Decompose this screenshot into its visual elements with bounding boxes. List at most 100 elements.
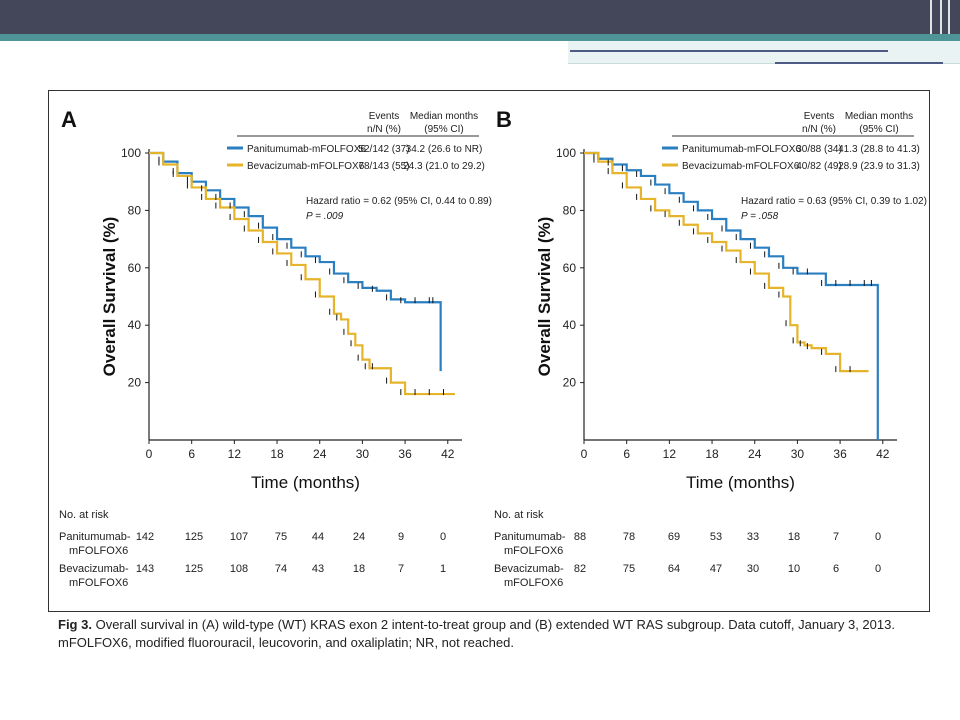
x-tick-label: 24 (748, 447, 762, 461)
x-tick-label: 42 (876, 447, 890, 461)
legend-median-value: 24.3 (21.0 to 29.2) (403, 161, 485, 172)
risk-count: 6 (833, 563, 839, 575)
risk-count: 53 (710, 531, 722, 543)
risk-count: 1 (440, 563, 446, 575)
x-tick-label: 24 (313, 447, 327, 461)
x-tick-label: 18 (270, 447, 284, 461)
risk-table-title: No. at risk (59, 509, 109, 521)
risk-count: 125 (185, 531, 203, 543)
y-tick-label: 80 (563, 203, 577, 217)
panitumumab-survival-curve (584, 151, 879, 440)
y-tick-label: 100 (556, 146, 576, 160)
caption-text: Overall survival in (A) wild-type (WT) K… (58, 617, 895, 650)
risk-row-label: Bevacizumab- (59, 563, 129, 575)
legend-events-value: 52/142 (37) (358, 144, 409, 155)
risk-row-label: Panitumumab- (494, 531, 566, 543)
risk-row-label: mFOLFOX6 (69, 577, 128, 589)
x-tick-label: 0 (146, 447, 153, 461)
decorative-line (775, 62, 943, 64)
risk-count: 75 (275, 531, 287, 543)
risk-row-label: mFOLFOX6 (504, 545, 563, 557)
legend-series-name: Panitumumab-mFOLFOX6 (682, 144, 801, 155)
figure-caption: Fig 3. Overall survival in (A) wild-type… (58, 616, 928, 652)
risk-count: 24 (353, 531, 365, 543)
risk-row-label: Panitumumab- (59, 531, 131, 543)
risk-count: 64 (668, 563, 680, 575)
x-axis-title: Time (months) (251, 473, 360, 492)
risk-count: 74 (275, 563, 287, 575)
legend-median-subheader: (95% CI) (424, 124, 463, 135)
risk-count: 9 (398, 531, 404, 543)
legend-median-subheader: (95% CI) (859, 124, 898, 135)
decorative-stripe (940, 0, 942, 64)
risk-count: 78 (623, 531, 635, 543)
accent-band (0, 34, 960, 41)
risk-count: 143 (136, 563, 154, 575)
legend-median-value: 41.3 (28.8 to 41.3) (838, 144, 920, 155)
y-tick-label: 60 (563, 261, 577, 275)
x-tick-label: 0 (581, 447, 588, 461)
x-tick-label: 6 (623, 447, 630, 461)
y-tick-label: 100 (121, 146, 141, 160)
legend-events-header: Events (369, 111, 400, 122)
risk-count: 18 (353, 563, 365, 575)
x-tick-label: 30 (356, 447, 370, 461)
risk-count: 82 (574, 563, 586, 575)
x-tick-label: 42 (441, 447, 455, 461)
risk-row-label: Bevacizumab- (494, 563, 564, 575)
y-tick-label: 40 (563, 318, 577, 332)
caption-fig-label: Fig 3. (58, 617, 92, 632)
legend-events-value: 40/82 (49) (796, 161, 842, 172)
accent-strip (568, 41, 960, 64)
p-value-text: P = .009 (306, 211, 344, 222)
risk-count: 0 (875, 563, 881, 575)
figure-frame: A 20 40 60 80 100 0 6 12 18 24 30 36 42 Time (months) O… (48, 90, 930, 612)
risk-count: 43 (312, 563, 324, 575)
bevacizumab-survival-curve (149, 151, 455, 396)
y-tick-label: 80 (128, 203, 142, 217)
risk-count: 44 (312, 531, 324, 543)
y-axis-title: Overall Survival (%) (535, 217, 554, 377)
risk-count: 125 (185, 563, 203, 575)
y-tick-label: 20 (563, 376, 577, 390)
x-tick-label: 6 (188, 447, 195, 461)
hazard-ratio-text: Hazard ratio = 0.62 (95% CI, 0.44 to 0.8… (306, 196, 492, 207)
risk-count: 107 (230, 531, 248, 543)
panel-letter: B (496, 107, 512, 132)
decorative-stripe (948, 0, 950, 64)
p-value-text: P = .058 (741, 211, 779, 222)
x-tick-label: 36 (398, 447, 412, 461)
risk-count: 33 (747, 531, 759, 543)
decorative-stripe (930, 0, 932, 64)
x-tick-label: 30 (791, 447, 805, 461)
risk-row-label: mFOLFOX6 (504, 577, 563, 589)
risk-count: 69 (668, 531, 680, 543)
legend-events-value: 78/143 (55) (358, 161, 409, 172)
y-tick-label: 20 (128, 376, 142, 390)
legend-series-name: Bevacizumab-mFOLFOX6 (247, 161, 365, 172)
hazard-ratio-text: Hazard ratio = 0.63 (95% CI, 0.39 to 1.0… (741, 196, 927, 207)
legend-events-header: Events (804, 111, 835, 122)
legend-events-subheader: n/N (%) (367, 124, 401, 135)
risk-count: 18 (788, 531, 800, 543)
title-bar (0, 0, 960, 34)
x-tick-label: 12 (663, 447, 677, 461)
legend-median-value: 28.9 (23.9 to 31.3) (838, 161, 920, 172)
y-tick-label: 60 (128, 261, 142, 275)
legend-events-value: 30/88 (34) (796, 144, 842, 155)
decorative-line (570, 50, 888, 52)
bevacizumab-survival-curve (584, 151, 869, 373)
risk-count: 0 (440, 531, 446, 543)
risk-count: 88 (574, 531, 586, 543)
legend-median-value: 34.2 (26.6 to NR) (406, 144, 483, 155)
x-axis-title: Time (months) (686, 473, 795, 492)
risk-count: 7 (398, 563, 404, 575)
risk-count: 47 (710, 563, 722, 575)
risk-count: 10 (788, 563, 800, 575)
x-tick-label: 12 (228, 447, 242, 461)
risk-table-title: No. at risk (494, 509, 544, 521)
legend-events-subheader: n/N (%) (802, 124, 836, 135)
risk-count: 75 (623, 563, 635, 575)
legend-series-name: Bevacizumab-mFOLFOX6 (682, 161, 800, 172)
